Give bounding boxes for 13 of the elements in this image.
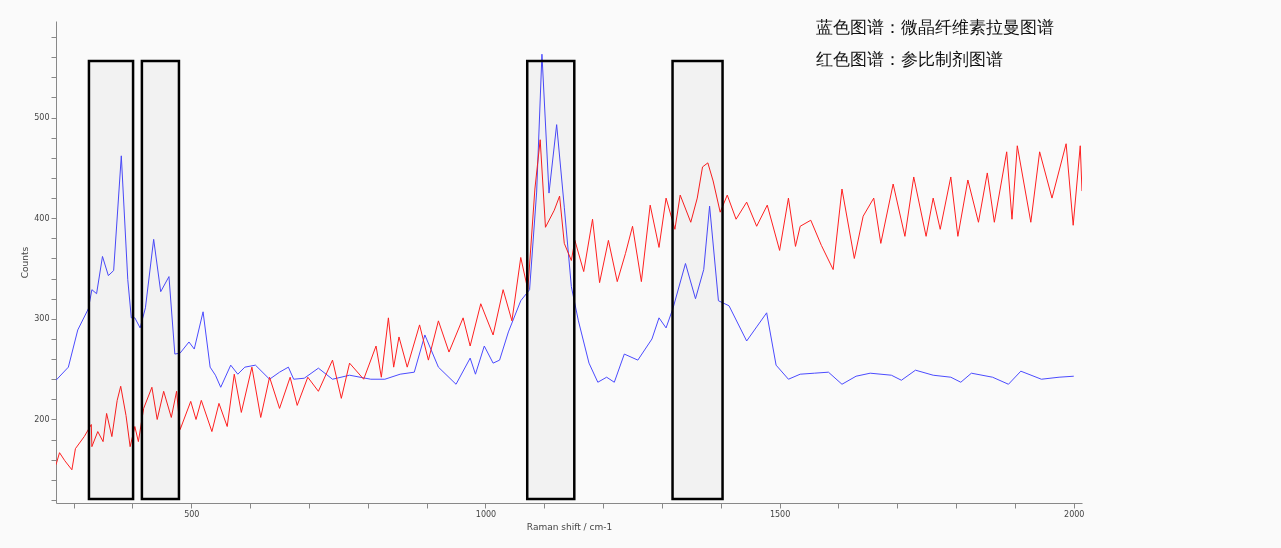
- x-tick-label: 2000: [1064, 509, 1085, 519]
- y-axis-title: Counts: [20, 246, 31, 279]
- y-tick-label: 200: [34, 414, 50, 424]
- y-tick-label: 500: [34, 113, 50, 123]
- line-series: [56, 139, 1082, 471]
- x-tick-label: 500: [184, 509, 200, 519]
- annotation: 蓝色图谱：微晶纤维素拉曼图谱: [816, 17, 1054, 37]
- x-axis-title: Raman shift / cm-1: [526, 521, 613, 532]
- annotation: 红色图谱：参比制剂图谱: [816, 49, 1003, 69]
- y-tick-label: 300: [34, 314, 50, 324]
- x-tick-label: 1500: [769, 509, 791, 519]
- y-tick-label: 400: [34, 213, 50, 223]
- x-tick-label: 1000: [475, 509, 497, 519]
